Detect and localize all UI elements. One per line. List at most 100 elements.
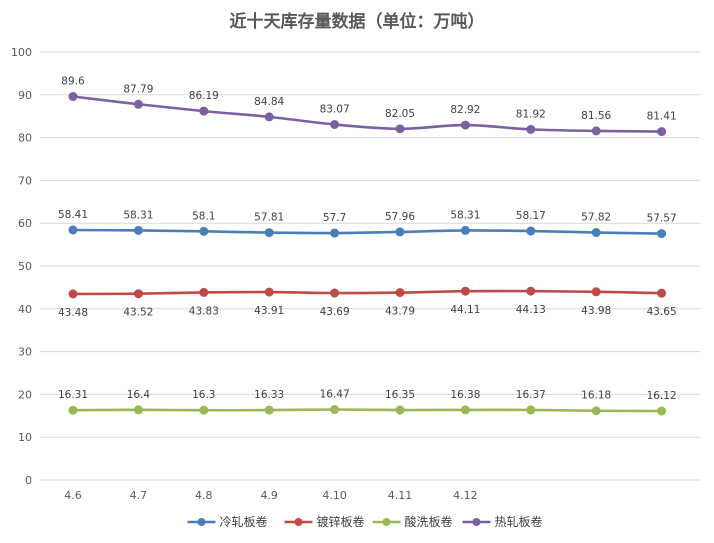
data-label: 57.81 — [254, 212, 284, 224]
y-tick-label: 60 — [18, 217, 32, 230]
data-label: 82.92 — [450, 104, 480, 116]
series-line — [71, 95, 663, 133]
data-point — [591, 126, 601, 136]
series-1 — [68, 225, 667, 239]
data-point — [657, 229, 667, 239]
data-label: 43.52 — [123, 307, 153, 319]
data-point — [591, 228, 601, 238]
data-point — [657, 127, 667, 137]
data-point — [68, 92, 78, 102]
data-point — [68, 225, 78, 235]
series-4 — [68, 92, 667, 137]
data-point — [199, 287, 209, 297]
gridlines — [40, 51, 700, 481]
legend-label: 酸洗板卷 — [405, 514, 453, 529]
y-tick-label: 30 — [18, 346, 32, 359]
x-tick-label: 4.11 — [388, 489, 413, 502]
data-label: 82.05 — [385, 108, 415, 120]
y-tick-label: 50 — [18, 260, 32, 273]
y-tick-label: 100 — [11, 46, 32, 59]
data-label: 16.31 — [58, 389, 88, 401]
data-point — [526, 405, 536, 415]
data-label: 58.31 — [450, 209, 480, 221]
data-point — [657, 288, 667, 298]
data-point — [133, 289, 143, 299]
legend-swatch-marker — [382, 518, 391, 526]
y-tick-label: 10 — [18, 431, 32, 444]
legend-item[interactable]: 热轧板卷 — [462, 514, 543, 529]
data-label: 16.47 — [320, 389, 350, 401]
data-point — [330, 405, 340, 415]
data-label: 16.4 — [127, 389, 151, 401]
data-label: 58.1 — [192, 210, 215, 222]
data-label: 58.17 — [516, 210, 546, 222]
data-label: 86.19 — [189, 90, 219, 102]
data-label: 43.65 — [647, 306, 677, 318]
x-tick-label: 4.7 — [130, 489, 148, 502]
x-tick-label: 4.9 — [260, 489, 278, 502]
data-label: 81.56 — [581, 110, 611, 122]
data-point — [395, 124, 405, 134]
data-label: 16.33 — [254, 389, 284, 401]
series-line — [71, 408, 663, 413]
data-point — [526, 124, 536, 134]
data-label: 57.57 — [647, 213, 677, 225]
legend-item[interactable]: 酸洗板卷 — [372, 514, 453, 529]
data-label: 57.7 — [323, 212, 346, 224]
data-label: 16.35 — [385, 389, 415, 401]
data-label: 58.41 — [58, 209, 88, 221]
data-point — [133, 225, 143, 235]
data-point — [395, 288, 405, 298]
data-point — [460, 405, 470, 415]
legend-label: 冷轧板卷 — [220, 514, 268, 529]
legend-swatch-marker — [472, 518, 481, 526]
data-point — [330, 119, 340, 129]
data-point — [330, 288, 340, 298]
data-point — [264, 112, 274, 122]
legend-swatch-marker — [197, 518, 206, 526]
y-tick-label: 20 — [18, 388, 32, 401]
data-label: 16.37 — [516, 389, 546, 401]
data-point — [264, 287, 274, 297]
y-tick-label: 0 — [25, 474, 32, 487]
data-labels: 58.41 58.31 58.1 57.81 57.7 57.96 58.31 58.17 57… — [58, 76, 677, 402]
legend-item[interactable]: 冷轧板卷 — [187, 514, 268, 529]
y-tick-label: 90 — [18, 89, 32, 102]
data-point — [264, 405, 274, 415]
legend: 冷轧板卷 镀锌板卷 酸洗板卷 热轧板卷 — [187, 514, 543, 529]
data-label: 16.18 — [581, 390, 611, 402]
data-label: 44.13 — [516, 304, 546, 316]
data-label: 44.11 — [450, 304, 480, 316]
legend-label: 热轧板卷 — [495, 514, 543, 529]
x-axis-ticks: 4.6 4.7 4.8 4.9 4.10 4.11 4.12 — [64, 489, 477, 502]
legend-item[interactable]: 镀锌板卷 — [284, 514, 365, 529]
data-label: 81.92 — [516, 108, 546, 120]
data-label: 89.6 — [61, 76, 85, 88]
data-point — [591, 287, 601, 297]
data-point — [526, 286, 536, 296]
y-tick-label: 80 — [18, 132, 32, 145]
data-point — [199, 226, 209, 236]
data-point — [460, 225, 470, 235]
data-label: 58.31 — [123, 209, 153, 221]
data-point — [526, 226, 536, 236]
data-label: 43.91 — [254, 305, 284, 317]
chart-title: 近十天库存量数据（单位：万吨） — [230, 11, 485, 32]
data-point — [264, 228, 274, 238]
data-label: 16.3 — [192, 389, 215, 401]
data-label: 84.84 — [254, 96, 284, 108]
data-point — [657, 406, 667, 416]
y-tick-label: 70 — [18, 174, 32, 187]
data-point — [395, 227, 405, 237]
series-2 — [68, 286, 667, 299]
data-point — [133, 405, 143, 415]
y-tick-label: 40 — [18, 303, 32, 316]
x-tick-label: 4.10 — [322, 489, 347, 502]
data-label: 43.83 — [189, 305, 219, 317]
x-tick-label: 4.8 — [195, 489, 213, 502]
x-tick-label: 4.12 — [453, 489, 478, 502]
series-3 — [68, 405, 667, 416]
data-label: 16.12 — [647, 390, 677, 402]
data-point — [133, 99, 143, 109]
